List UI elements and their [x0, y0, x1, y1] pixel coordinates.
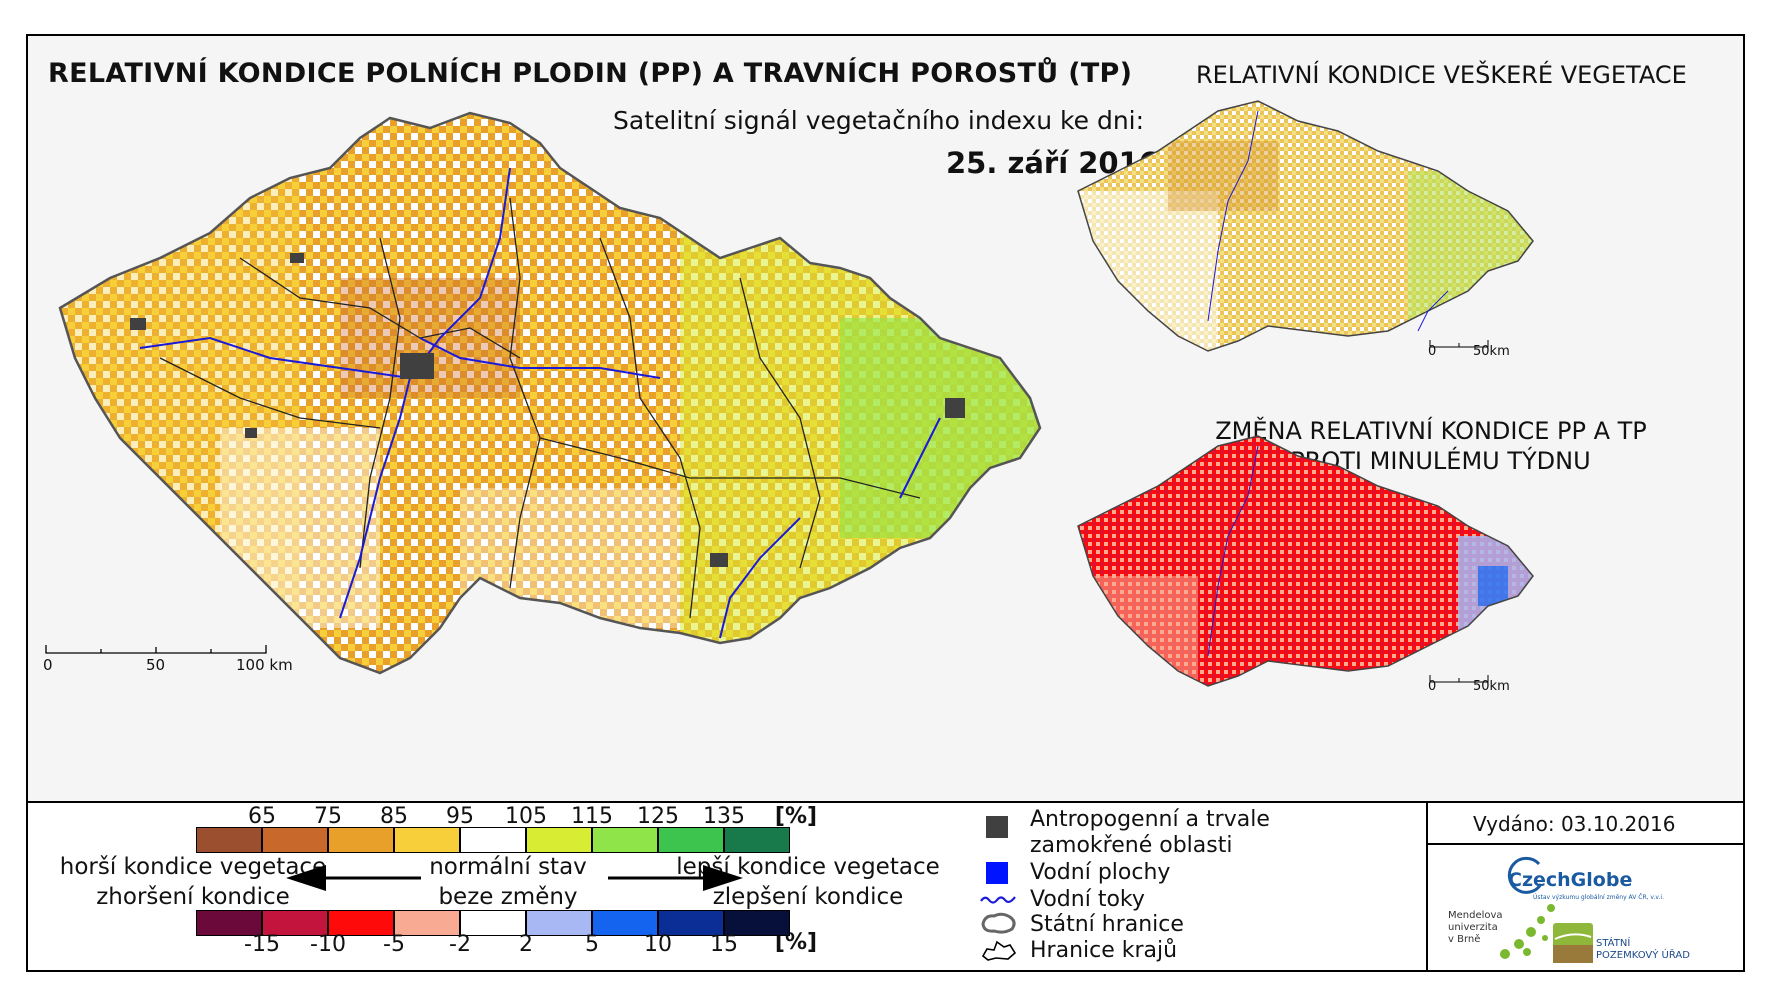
main-scale-50: 50 [146, 656, 166, 674]
rivers-label: Vodní toky [1030, 887, 1145, 912]
region-border-icon [981, 940, 1017, 961]
condition-label: 85 [380, 804, 408, 829]
change-swatch [460, 910, 526, 936]
change-label: 2 [519, 932, 533, 957]
footer-separator-vertical [1426, 802, 1428, 970]
condition-swatch [658, 827, 724, 853]
change-label: 5 [585, 932, 599, 957]
change-scalebar [1429, 675, 1489, 683]
change-swatch [658, 910, 724, 936]
change-swatch [526, 910, 592, 936]
change-label: -10 [310, 932, 346, 957]
change-map [1077, 435, 1534, 687]
condition-swatch [394, 827, 460, 853]
vegetation-map [1077, 100, 1534, 352]
normal-line2: beze změny [438, 884, 578, 910]
condition-label: 105 [505, 804, 547, 829]
condition-swatch [196, 827, 262, 853]
change-label: 10 [644, 932, 672, 957]
worse-line1: horší kondice vegetace [59, 854, 327, 880]
condition-swatch [724, 827, 790, 853]
mendel-line1: Mendelova [1448, 910, 1503, 921]
water-bodies-label: Vodní plochy [1030, 860, 1171, 885]
condition-label: 115 [571, 804, 613, 829]
change-swatch [328, 910, 394, 936]
condition-label: 135 [703, 804, 745, 829]
change-label: -5 [383, 932, 405, 957]
condition-label: 75 [314, 804, 342, 829]
arrow-right-icon [608, 865, 743, 891]
change-label: -2 [449, 932, 471, 957]
change-label: 15 [710, 932, 738, 957]
water-swatch [986, 862, 1008, 884]
condition-swatch [592, 827, 658, 853]
spu-line2: POZEMKOVÝ ÚŘAD [1596, 950, 1690, 961]
change-swatch [724, 910, 790, 936]
spu-logo-icon [1553, 923, 1593, 963]
main-scalebar [45, 645, 267, 654]
main-scale-100: 100 km [236, 656, 293, 674]
main-condition-map [58, 111, 1042, 675]
region-border-label: Hranice krajů [1030, 938, 1178, 963]
condition-label: 125 [637, 804, 679, 829]
vegetation-scalebar [1429, 340, 1489, 348]
anthropogenic-label-1: Antropogenní a trvale [1030, 807, 1270, 832]
czechglobe-subtitle: Ústav výzkumu globální změny AV ČR, v.v.… [1533, 894, 1664, 901]
mendel-line2: univerzita [1448, 922, 1498, 933]
vegetation-map-title: RELATIVNÍ KONDICE VEŠKERÉ VEGETACE [1196, 61, 1687, 89]
subtitle: Satelitní signál vegetačního indexu ke d… [613, 106, 1145, 135]
vegetation-scale-0: 0 [1428, 344, 1437, 359]
map-area: RELATIVNÍ KONDICE POLNÍCH PLODIN (PP) A … [28, 36, 1743, 801]
map-frame: RELATIVNÍ KONDICE POLNÍCH PLODIN (PP) A … [26, 34, 1745, 972]
change-label: -15 [244, 932, 280, 957]
better-line2: zlepšení kondice [712, 884, 904, 910]
issued-date: Vydáno: 03.10.2016 [1473, 812, 1676, 836]
condition-swatch [460, 827, 526, 853]
mendel-line3: v Brně [1448, 934, 1481, 945]
vegetation-scale-50: 50km [1473, 344, 1510, 359]
czechglobe-logo-icon [1507, 856, 1543, 894]
change-title-line1: ZMĚNA RELATIVNÍ KONDICE PP A TP [1215, 417, 1647, 445]
main-scale-0: 0 [43, 656, 53, 674]
footer-separator-horizontal [1427, 843, 1743, 845]
state-border-label: Státní hranice [1030, 912, 1184, 937]
arrow-left-icon [286, 865, 421, 891]
change-scale-50: 50km [1473, 679, 1510, 694]
condition-unit: [%] [774, 804, 818, 829]
river-icon [980, 896, 1016, 904]
condition-label: 65 [248, 804, 276, 829]
legend-separator [28, 801, 1743, 803]
mendel-logo: Mendelova univerzita v Brně [1448, 910, 1503, 946]
anthropogenic-swatch [986, 816, 1008, 838]
spu-logo: STÁTNÍ POZEMKOVÝ ÚŘAD [1596, 938, 1690, 962]
anthropogenic-label-2: zamokřené oblasti [1030, 833, 1233, 858]
worse-line2: zhoršení kondice [96, 884, 290, 910]
change-swatch [196, 910, 262, 936]
condition-swatch [328, 827, 394, 853]
change-swatch [592, 910, 658, 936]
condition-swatch [526, 827, 592, 853]
change-swatch [394, 910, 460, 936]
main-title: RELATIVNÍ KONDICE POLNÍCH PLODIN (PP) A … [48, 58, 1133, 89]
state-border-icon [981, 912, 1016, 934]
normal-line1: normální stav [429, 854, 587, 880]
change-swatch [262, 910, 328, 936]
czechglobe-logo: CzechGlobe [1508, 869, 1633, 891]
mendel-dots-icon [1500, 904, 1555, 959]
condition-label: 95 [446, 804, 474, 829]
change-scale-0: 0 [1428, 679, 1437, 694]
condition-swatch [262, 827, 328, 853]
spu-line1: STÁTNÍ [1596, 938, 1631, 949]
